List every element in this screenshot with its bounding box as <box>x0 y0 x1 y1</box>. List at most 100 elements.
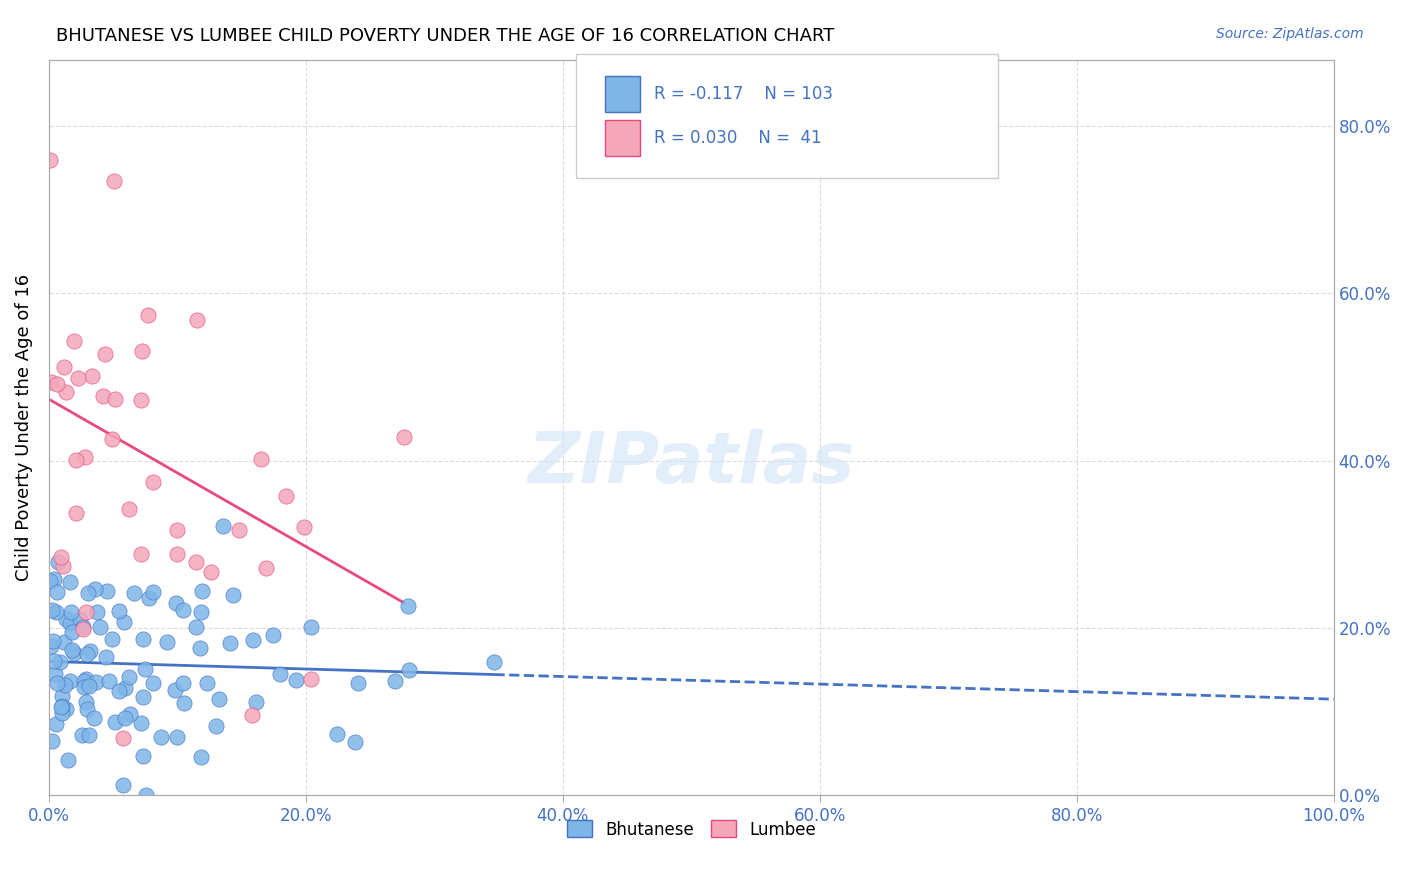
Point <box>104 392 127 406</box>
Point <box>250 451 273 466</box>
Point <box>55 701 77 715</box>
Point <box>45 605 67 619</box>
Point <box>55 385 77 400</box>
Point <box>89 620 111 634</box>
Point <box>75 605 97 619</box>
Point <box>111 731 134 746</box>
Point <box>45 377 67 392</box>
Point <box>120 707 142 722</box>
Point <box>75 672 97 686</box>
Point <box>94 347 117 361</box>
Text: ZIPatlas: ZIPatlas <box>527 429 855 499</box>
Point <box>190 749 212 764</box>
Point <box>284 673 307 688</box>
Point <box>135 788 157 802</box>
Point <box>97 673 120 688</box>
Point <box>60 625 83 640</box>
Point <box>39 153 62 167</box>
Point <box>51 698 73 713</box>
Point <box>51 689 73 703</box>
Point <box>131 344 153 359</box>
Point <box>136 308 159 322</box>
Point <box>90 0 112 8</box>
Point <box>67 370 90 384</box>
Point <box>45 675 67 690</box>
Point <box>191 584 214 599</box>
Point <box>165 682 187 697</box>
Point <box>48 555 70 569</box>
Point <box>104 714 127 729</box>
Point <box>48 655 70 669</box>
Point <box>75 695 97 709</box>
Point <box>49 550 72 565</box>
Point <box>166 730 188 744</box>
Point <box>347 676 370 690</box>
Point <box>44 667 66 681</box>
Point <box>58 673 80 688</box>
Point <box>76 586 98 600</box>
Point <box>108 604 131 618</box>
Point <box>384 674 406 689</box>
Point <box>49 700 72 714</box>
Point <box>172 676 194 690</box>
Point <box>53 635 76 649</box>
Point <box>173 696 195 710</box>
Point <box>242 633 264 648</box>
Point <box>396 599 419 614</box>
Point <box>129 547 152 561</box>
Point <box>79 728 101 742</box>
Point <box>398 663 420 677</box>
Point <box>100 632 122 647</box>
Point <box>80 369 103 384</box>
Point <box>190 605 212 619</box>
Point <box>63 334 86 348</box>
Point <box>195 675 218 690</box>
Point <box>186 313 208 327</box>
Point <box>108 684 131 698</box>
Point <box>59 616 82 631</box>
Point <box>62 646 84 660</box>
Point <box>156 635 179 649</box>
Point <box>41 634 63 648</box>
Point <box>142 584 165 599</box>
Point <box>131 690 153 704</box>
Point <box>114 710 136 724</box>
Text: Source: ZipAtlas.com: Source: ZipAtlas.com <box>1216 27 1364 41</box>
Point <box>100 432 122 446</box>
Point <box>254 561 277 575</box>
Point <box>184 555 207 569</box>
Point <box>53 678 76 692</box>
Point <box>200 565 222 579</box>
Point <box>276 489 298 503</box>
Point <box>166 523 188 537</box>
Point <box>39 639 62 653</box>
Point <box>69 611 91 625</box>
Point <box>299 620 322 634</box>
Point <box>122 586 145 600</box>
Point <box>394 430 416 444</box>
Point <box>83 711 105 725</box>
Point <box>53 360 76 375</box>
Point <box>65 452 87 467</box>
Point <box>112 615 135 629</box>
Point <box>211 518 233 533</box>
Point <box>41 734 63 748</box>
Point <box>86 605 108 619</box>
Point <box>343 735 366 749</box>
Point <box>83 582 105 596</box>
Point <box>208 692 231 706</box>
Point <box>73 680 96 694</box>
Point <box>39 375 62 389</box>
Point <box>38 574 60 589</box>
Point <box>326 727 349 741</box>
Point <box>52 559 75 574</box>
Point <box>190 640 212 655</box>
Point <box>219 636 242 650</box>
Point <box>484 656 506 670</box>
Point <box>142 475 165 490</box>
Point <box>72 622 94 636</box>
Point <box>84 674 107 689</box>
Point <box>228 523 250 537</box>
Point <box>149 730 172 744</box>
Point <box>70 728 93 742</box>
